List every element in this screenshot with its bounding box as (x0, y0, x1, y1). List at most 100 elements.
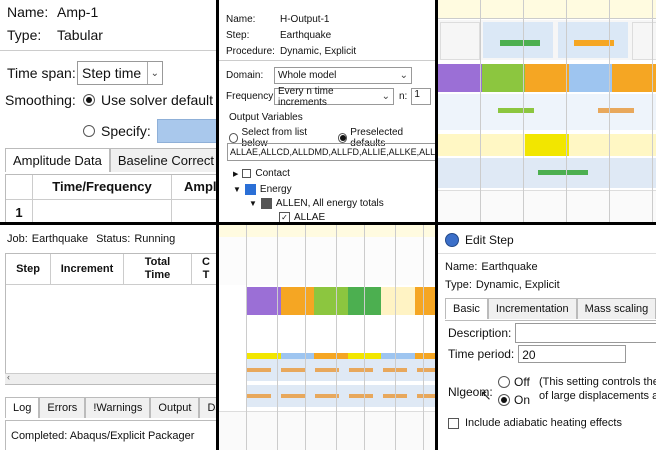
name-label: Name: (226, 14, 256, 25)
type-label: Type: (445, 279, 472, 291)
name-label: Name: (7, 4, 49, 20)
allae-checkbox[interactable]: ✓ (279, 212, 290, 222)
status-value: Running (134, 233, 176, 245)
name-value: Amp-1 (57, 4, 99, 20)
step-value: Earthquake (280, 30, 332, 41)
storyboard-thumbnail-bottom (219, 225, 435, 450)
domain-label: Domain: (226, 70, 264, 81)
frame-bar (498, 108, 534, 113)
edit-step-icon (445, 233, 459, 247)
chevron-down-icon: ⌄ (381, 91, 390, 102)
col-step: Step (6, 254, 51, 284)
job-label: Job: (7, 233, 28, 245)
tab-data[interactable]: Dat (199, 397, 216, 418)
history-output-panel: Name: H-Output-1 Step: Earthquake Procedur… (219, 0, 435, 222)
nlgeom-note-line1: (This setting controls the (539, 376, 656, 388)
nlgeom-on-label: On (514, 393, 531, 407)
col-total-time: Total Time (124, 254, 192, 284)
color-band-row (247, 287, 435, 315)
horizontal-scrollbar[interactable]: ‹ (5, 372, 216, 384)
tab-mass-scaling[interactable]: Mass scaling (576, 298, 656, 319)
collapse-arrow-icon[interactable]: ▼ (233, 185, 241, 194)
frequency-select[interactable]: Every n time increments ⌄ (274, 86, 394, 108)
adiabatic-label: Include adiabatic heating effects (465, 417, 622, 429)
orange-band (247, 368, 435, 372)
time-span-select[interactable]: Step time ⌄ (77, 61, 163, 85)
col-amplitude: Ampl (184, 179, 216, 194)
smoothing-default-label: Use solver default (101, 92, 214, 108)
contact-checkbox[interactable] (242, 169, 252, 178)
mouse-cursor-icon: ↖ (480, 387, 492, 403)
table-cell[interactable] (32, 200, 172, 222)
row-number: 1 (15, 204, 23, 220)
tree-allae-label: ALLAE (294, 212, 326, 222)
procedure-value: Dynamic, Explicit (280, 46, 357, 57)
log-area: Completed: Abaqus/Explicit Packager (5, 420, 216, 450)
smoothing-label: Smoothing: (5, 92, 76, 108)
nlgeom-off-radio[interactable] (498, 376, 510, 388)
frame-bar (574, 40, 614, 46)
adiabatic-checkbox[interactable] (448, 417, 459, 429)
tab-log[interactable]: Log (5, 397, 40, 418)
time-span-label: Time span: (7, 65, 76, 81)
expand-arrow-icon[interactable]: ▶ (233, 170, 239, 178)
tab-amplitude-data[interactable]: Amplitude Data (5, 148, 110, 172)
nlgeom-on-radio[interactable] (498, 394, 510, 406)
time-period-input[interactable]: 20 (518, 345, 627, 363)
select-from-list-radio[interactable] (229, 133, 239, 143)
name-value: Earthquake (481, 261, 538, 273)
empty-row (219, 315, 435, 355)
chevron-down-icon: ⌄ (399, 70, 408, 81)
storyboard-header-row (438, 0, 656, 19)
highlight-strip (438, 134, 656, 156)
edit-step-dialog: Edit Step Name: Earthquake Type: Dynamic… (438, 225, 656, 450)
smoothing-specify-radio[interactable] (83, 125, 95, 137)
col-time-frequency: Time/Frequency (33, 175, 172, 199)
tab-warnings[interactable]: !Warnings (85, 397, 151, 418)
frequency-label: Frequency: (226, 91, 277, 102)
tab-errors[interactable]: Errors (39, 397, 86, 418)
output-variables-field[interactable]: ALLAE,ALLCD,ALLDMD,ALLFD,ALLIE,ALLKE,ALL… (227, 143, 435, 161)
tab-incrementation[interactable]: Incrementation (487, 298, 577, 319)
log-line: Completed: Abaqus/Explicit Packager (11, 430, 195, 442)
smoothing-specify-input[interactable] (156, 119, 216, 143)
tab-output[interactable]: Output (150, 397, 200, 418)
storyboard-thumbnail-top (438, 0, 656, 222)
preselected-defaults-radio[interactable] (337, 133, 348, 143)
name-label: Name: (445, 261, 478, 273)
tree-energy-label: Energy (259, 184, 292, 195)
type-value: Tabular (57, 27, 103, 43)
tab-baseline-correction[interactable]: Baseline Correct (109, 148, 216, 172)
tab-basic[interactable]: Basic (445, 298, 488, 319)
tree-contact-label: Contact (255, 168, 290, 179)
color-band-row (438, 64, 656, 92)
allen-checkbox[interactable] (260, 198, 272, 209)
smoothing-default-radio[interactable] (83, 94, 95, 106)
status-label: Status: (96, 233, 131, 245)
procedure-label: Procedure: (226, 46, 275, 57)
orange-band (247, 394, 435, 398)
col-increment: Increment (51, 254, 124, 284)
name-value: H-Output-1 (280, 14, 330, 25)
frame-cell (632, 22, 656, 60)
chevron-down-icon: ⌄ (146, 62, 162, 84)
amplitude-table: Time/Frequency Ampl 1 (5, 174, 216, 222)
nlgeom-note-line2: of large displacements a (539, 390, 656, 402)
frame-bar (598, 108, 634, 113)
domain-select[interactable]: Whole model ⌄ (274, 67, 412, 84)
collapse-arrow-icon[interactable]: ▼ (249, 199, 257, 208)
description-input[interactable] (515, 323, 656, 343)
time-period-label: Time period: (448, 347, 515, 361)
frame-bar (500, 40, 540, 46)
energy-checkbox[interactable] (244, 184, 256, 195)
col-cpu-time: C T (202, 256, 210, 281)
scroll-left-icon[interactable]: ‹ (7, 372, 10, 382)
notes-row (219, 237, 435, 285)
output-variables-label: Output Variables (229, 112, 303, 123)
step-label: Step: (226, 30, 250, 41)
n-input[interactable]: 1 (411, 88, 432, 105)
nlgeom-label: Nlgeom: (448, 385, 493, 399)
frame-cell (440, 22, 480, 60)
time-span-value: Step time (82, 65, 142, 81)
nlgeom-off-label: Off (514, 375, 530, 389)
